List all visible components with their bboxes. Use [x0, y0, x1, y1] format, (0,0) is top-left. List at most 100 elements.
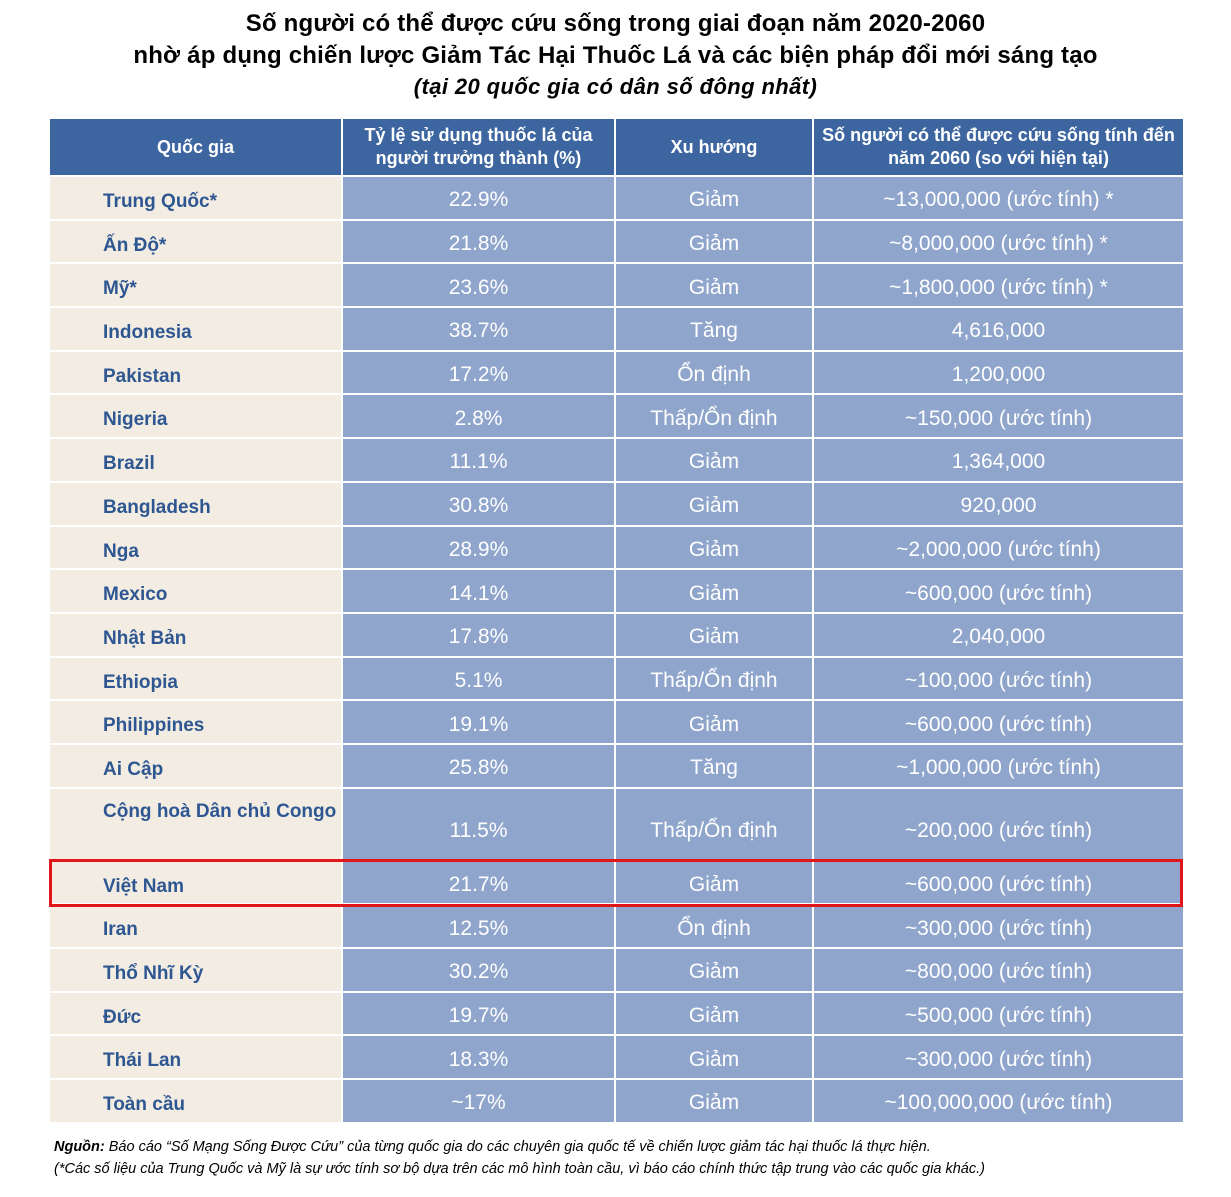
trend-cell: Ổn định: [616, 351, 814, 396]
trend-cell: Thấp/Ổn định: [616, 395, 814, 440]
table-row: Cộng hoà Dân chủ Congo 11.5% Thấp/Ổn địn…: [50, 788, 1183, 862]
countries-table: Quốc gia Tỷ lệ sử dụng thuốc lá của ngườ…: [50, 119, 1183, 1124]
saved-cell: ~600,000 (ước tính): [814, 701, 1183, 745]
country-cell: Ai Cập: [50, 744, 343, 789]
country-cell: Đức: [50, 992, 343, 1037]
trend-cell: Giảm: [616, 949, 814, 993]
saved-cell: ~150,000 (ước tính): [814, 395, 1183, 440]
rate-cell: 25.8%: [343, 744, 616, 789]
table-row: Indonesia 38.7% Tăng 4,616,000: [50, 308, 1183, 352]
column-header-trend: Xu hướng: [616, 119, 814, 177]
country-cell: Toàn cầu: [50, 1080, 343, 1124]
saved-cell: ~600,000 (ước tính): [814, 861, 1183, 906]
trend-cell: Giảm: [616, 526, 814, 571]
country-cell: Indonesia: [50, 308, 343, 352]
saved-cell: ~1,800,000 (ước tính) *: [814, 264, 1183, 309]
trend-cell: Thấp/Ổn định: [616, 788, 814, 862]
table-row: Nga 28.9% Giảm ~2,000,000 (ước tính): [50, 526, 1183, 571]
trend-cell: Giảm: [616, 220, 814, 265]
footnote-note: (*Các số liệu của Trung Quốc và Mỹ là sự…: [54, 1161, 985, 1177]
trend-cell: Tăng: [616, 744, 814, 789]
country-cell: Nga: [50, 526, 343, 571]
trend-cell: Giảm: [616, 1036, 814, 1081]
trend-cell: Giảm: [616, 439, 814, 483]
trend-cell: Tăng: [616, 308, 814, 352]
table-row: Iran 12.5% Ổn định ~300,000 (ước tính): [50, 905, 1183, 949]
trend-cell: Giảm: [616, 570, 814, 614]
country-cell: Thái Lan: [50, 1036, 343, 1081]
source-text: Báo cáo “Số Mạng Sống Được Cứu” của từng…: [104, 1139, 931, 1155]
saved-cell: ~500,000 (ước tính): [814, 992, 1183, 1037]
rate-cell: 5.1%: [343, 657, 616, 702]
table-row: Ai Cập 25.8% Tăng ~1,000,000 (ước tính): [50, 744, 1183, 789]
column-header-country: Quốc gia: [50, 119, 343, 177]
table-row: Thổ Nhĩ Kỳ 30.2% Giảm ~800,000 (ước tính…: [50, 949, 1183, 993]
table-row: Thái Lan 18.3% Giảm ~300,000 (ước tính): [50, 1036, 1183, 1081]
table-row: Bangladesh 30.8% Giảm 920,000: [50, 482, 1183, 527]
saved-cell: ~1,000,000 (ước tính): [814, 744, 1183, 789]
rate-cell: 14.1%: [343, 570, 616, 614]
saved-cell: ~300,000 (ước tính): [814, 1036, 1183, 1081]
rate-cell: 12.5%: [343, 905, 616, 949]
country-cell: Mexico: [50, 570, 343, 614]
table-row: Pakistan 17.2% Ổn định 1,200,000: [50, 351, 1183, 396]
column-header-rate: Tỷ lệ sử dụng thuốc lá của người trưởng …: [343, 119, 616, 177]
trend-cell: Giảm: [616, 1080, 814, 1124]
trend-cell: Thấp/Ổn định: [616, 657, 814, 702]
rate-cell: 11.5%: [343, 788, 616, 862]
source-line: Nguồn: Báo cáo “Số Mạng Sống Được Cứu” c…: [54, 1136, 1224, 1158]
trend-cell: Giảm: [616, 177, 814, 221]
trend-cell: Giảm: [616, 701, 814, 745]
table-row: Đức 19.7% Giảm ~500,000 (ước tính): [50, 992, 1183, 1037]
rate-cell: 18.3%: [343, 1036, 616, 1081]
country-cell: Iran: [50, 905, 343, 949]
rate-cell: ~17%: [343, 1080, 616, 1124]
table-header-row: Quốc gia Tỷ lệ sử dụng thuốc lá của ngườ…: [50, 119, 1183, 177]
rate-cell: 11.1%: [343, 439, 616, 483]
country-cell: Philippines: [50, 701, 343, 745]
saved-cell: ~8,000,000 (ước tính) *: [814, 220, 1183, 265]
saved-cell: ~13,000,000 (ước tính) *: [814, 177, 1183, 221]
table-row: Nhật Bản 17.8% Giảm 2,040,000: [50, 613, 1183, 658]
page-subtitle: (tại 20 quốc gia có dân số đông nhất): [413, 74, 818, 99]
saved-cell: 2,040,000: [814, 613, 1183, 658]
rate-cell: 28.9%: [343, 526, 616, 571]
saved-cell: ~300,000 (ước tính): [814, 905, 1183, 949]
trend-cell: Giảm: [616, 992, 814, 1037]
table-row: Mexico 14.1% Giảm ~600,000 (ước tính): [50, 570, 1183, 614]
rate-cell: 22.9%: [343, 177, 616, 221]
table-row-highlighted: Việt Nam 21.7% Giảm ~600,000 (ước tính): [50, 861, 1183, 906]
rate-cell: 21.7%: [343, 861, 616, 906]
rate-cell: 38.7%: [343, 308, 616, 352]
table-row: Trung Quốc* 22.9% Giảm ~13,000,000 (ước …: [50, 177, 1183, 221]
country-cell: Cộng hoà Dân chủ Congo: [50, 788, 343, 862]
saved-cell: ~800,000 (ước tính): [814, 949, 1183, 993]
country-cell: Pakistan: [50, 351, 343, 396]
page-title: Số người có thể được cứu sống trong giai…: [245, 10, 986, 37]
country-cell: Nigeria: [50, 395, 343, 440]
trend-cell: Giảm: [616, 482, 814, 527]
saved-cell: ~600,000 (ước tính): [814, 570, 1183, 614]
country-cell: Ấn Độ*: [50, 220, 343, 265]
table-row: Mỹ* 23.6% Giảm ~1,800,000 (ước tính) *: [50, 264, 1183, 309]
rate-cell: 21.8%: [343, 220, 616, 265]
country-cell: Brazil: [50, 439, 343, 483]
country-cell: Nhật Bản: [50, 613, 343, 658]
trend-cell: Giảm: [616, 861, 814, 906]
rate-cell: 23.6%: [343, 264, 616, 309]
saved-cell: 920,000: [814, 482, 1183, 527]
saved-cell: ~100,000,000 (ước tính): [814, 1080, 1183, 1124]
country-cell: Trung Quốc*: [50, 177, 343, 221]
page-title-line2: nhờ áp dụng chiến lược Giảm Tác Hại Thuố…: [133, 42, 1098, 69]
country-cell: Việt Nam: [50, 861, 343, 906]
rate-cell: 2.8%: [343, 395, 616, 440]
trend-cell: Giảm: [616, 264, 814, 309]
country-cell: Ethiopia: [50, 657, 343, 702]
trend-cell: Ổn định: [616, 905, 814, 949]
country-cell: Bangladesh: [50, 482, 343, 527]
saved-cell: ~2,000,000 (ước tính): [814, 526, 1183, 571]
rate-cell: 17.8%: [343, 613, 616, 658]
table-row: Ethiopia 5.1% Thấp/Ổn định ~100,000 (ước…: [50, 657, 1183, 702]
saved-cell: 1,200,000: [814, 351, 1183, 396]
country-cell: Mỹ*: [50, 264, 343, 309]
